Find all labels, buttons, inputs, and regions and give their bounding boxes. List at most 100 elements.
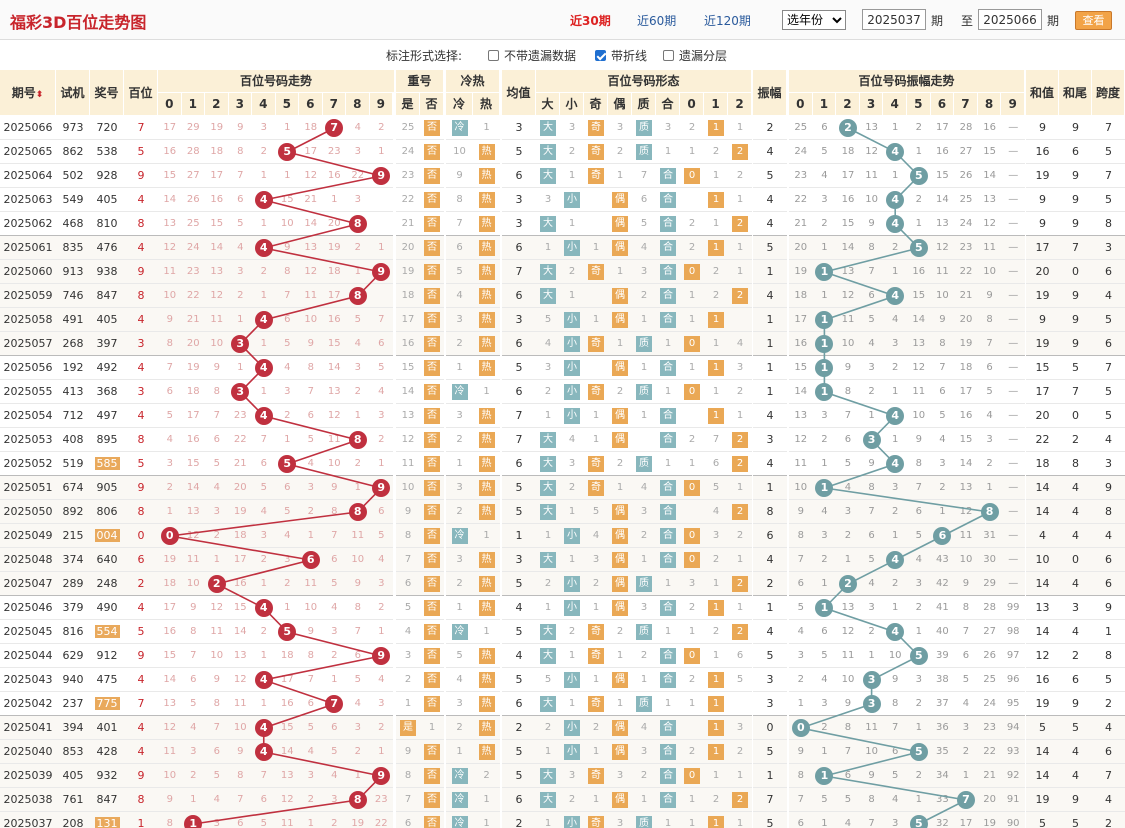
form-hit-box: 合 [660, 168, 676, 184]
form-miss: 2 [560, 140, 584, 164]
form-miss [680, 404, 704, 428]
trend-ball-value: 4 [254, 671, 273, 689]
form-miss: 4 [632, 476, 656, 500]
trend-miss: 16 [322, 164, 346, 188]
trend-miss: 22 [346, 164, 370, 188]
trend-miss: 15 [158, 644, 182, 668]
trend-miss: 14 [181, 476, 205, 500]
form-miss: 3 [632, 500, 656, 524]
year-select[interactable]: 选年份 [782, 10, 846, 30]
trend-ball-value: 8 [348, 791, 367, 809]
amp-miss: 28 [954, 116, 978, 140]
sort-icon[interactable]: ⬍ [35, 90, 44, 100]
form-miss: 1 [560, 500, 584, 524]
award-cell: 905 [90, 476, 124, 500]
form-miss: 3 [632, 260, 656, 284]
amp-miss: 25 [954, 188, 978, 212]
header-bai: 百位 [124, 70, 158, 116]
checkbox-layered[interactable] [663, 50, 674, 61]
header-issue[interactable]: 期号⬍ [0, 70, 56, 116]
amp-miss: 16 [907, 260, 931, 284]
amp-miss: 96 [1001, 668, 1025, 692]
repeat-no-box: 否 [424, 168, 440, 184]
amp-miss: 2 [859, 380, 884, 404]
repeat-no-box: 否 [424, 264, 440, 280]
repeat-yes-miss: 18 [396, 284, 420, 308]
amp-miss: 12 [930, 236, 955, 260]
option-polyline[interactable]: 带折线 [595, 47, 647, 64]
cold-cell: 冷 [446, 812, 473, 828]
form-hit-cell: 小 [560, 716, 584, 740]
trend-miss: 1 [369, 452, 393, 476]
form-hit-box: 奇 [588, 456, 604, 472]
option-no-miss[interactable]: 不带遗漏数据 [488, 47, 576, 64]
hot-cell: 热 [473, 332, 500, 356]
amp-miss: 1 [977, 476, 1002, 500]
amp-miss: 10 [930, 284, 955, 308]
form-miss: 1 [704, 332, 728, 356]
period-link-120[interactable]: 近120期 [704, 14, 751, 28]
amp-miss: — [1001, 404, 1025, 428]
header-amp-trend: 百位号码振幅走势 [789, 70, 1025, 93]
form-hit-cell: 1 [704, 116, 728, 140]
amp-miss: 1 [907, 212, 931, 236]
form-hit-cell: 小 [560, 380, 584, 404]
form-miss: 1 [584, 308, 608, 332]
repeat-no-cell: 否 [420, 140, 444, 164]
period-link-60[interactable]: 近60期 [637, 14, 677, 28]
issue-cell: 2025044 [0, 644, 56, 668]
form-hit-box: 偶 [612, 576, 628, 592]
form-hit-cell: 1 [704, 356, 728, 380]
repeat-no-box: 否 [424, 744, 440, 760]
amp-miss: 1 [836, 548, 860, 572]
trend-miss: 23 [369, 788, 393, 812]
trend-ball-value: 5 [278, 623, 297, 641]
checkbox-polyline[interactable] [595, 50, 606, 61]
trend-miss: 3 [346, 188, 370, 212]
form-hit-box: 大 [540, 456, 556, 472]
trend-miss: 14 [299, 212, 323, 236]
header-trend-digit: 9 [369, 93, 393, 116]
tail-cell: 0 [1059, 404, 1092, 428]
sum-cell: 19 [1026, 692, 1059, 716]
checkbox-no-miss[interactable] [488, 50, 499, 61]
award-cell: 895 [90, 428, 124, 452]
hot-cell: 热 [473, 692, 500, 716]
award-cell: 775 [90, 692, 124, 716]
form-hit-cell: 偶 [608, 500, 632, 524]
amp-miss: 5 [907, 524, 931, 548]
form-hit-cell: 小 [560, 812, 584, 828]
form-miss: 1 [536, 740, 560, 764]
cold-miss: 3 [446, 548, 473, 572]
span-cell: 1 [1092, 620, 1125, 644]
end-issue-input[interactable] [978, 9, 1042, 30]
span-cell: 8 [1092, 500, 1125, 524]
span-cell: 3 [1092, 452, 1125, 476]
trend-miss: 1 [252, 572, 276, 596]
start-issue-input[interactable] [862, 9, 926, 30]
trend-miss: 12 [205, 596, 229, 620]
test-cell: 629 [56, 644, 90, 668]
form-miss: 1 [560, 164, 584, 188]
hot-cell: 热 [473, 716, 500, 740]
hot-cell: 热 [473, 644, 500, 668]
amp-miss: 11 [789, 452, 813, 476]
trend-ball-value: 4 [254, 407, 273, 425]
hot-box: 热 [478, 480, 495, 496]
repeat-yes-miss: 9 [396, 500, 420, 524]
trend-ball: 0 [158, 524, 182, 548]
form-miss: 1 [704, 764, 728, 788]
period-link-30[interactable]: 近30期 [570, 14, 611, 28]
form-hit-cell: 小 [560, 572, 584, 596]
sum-cell: 16 [1026, 668, 1059, 692]
query-button[interactable]: 查看 [1075, 11, 1112, 30]
trend-miss: 19 [346, 812, 370, 828]
amp-miss: 6 [836, 428, 860, 452]
trend-miss: 5 [158, 404, 182, 428]
trend-miss: 5 [252, 476, 276, 500]
amp-cell: 3 [753, 428, 787, 452]
form-hit-box: 合 [660, 504, 676, 520]
option-layered[interactable]: 遗漏分层 [663, 47, 727, 64]
amp-miss: 1 [812, 236, 837, 260]
cold-miss: 2 [446, 500, 473, 524]
